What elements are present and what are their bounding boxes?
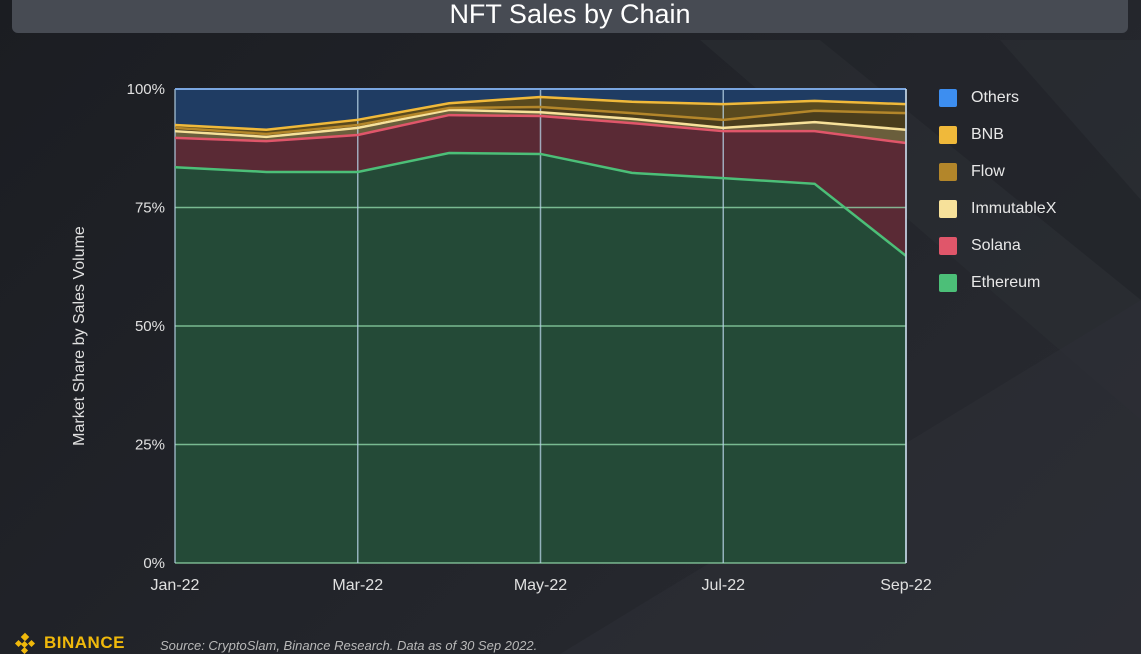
source-note: Source: CryptoSlam, Binance Research. Da… (160, 638, 538, 653)
x-tick-label: Jan-22 (151, 577, 200, 594)
x-tick-label: May-22 (514, 577, 567, 594)
legend-swatch (939, 273, 957, 292)
y-tick-label: 50% (135, 318, 165, 335)
line-ethereum (174, 151, 907, 257)
y-tick-label: 0% (143, 555, 165, 572)
binance-logo-icon (14, 632, 36, 654)
legend-item-flow: Flow (939, 153, 1056, 190)
legend-label: Flow (971, 162, 1005, 180)
line-solana (174, 113, 907, 145)
legend-swatch (939, 199, 957, 218)
line-flow (174, 105, 907, 136)
legend-item-others: Others (939, 79, 1056, 116)
legend-label: Others (971, 88, 1020, 106)
legend-item-immutablex: ImmutableX (939, 190, 1056, 227)
legend-label: Ethereum (971, 273, 1041, 291)
legend-item-ethereum: Ethereum (939, 264, 1056, 301)
x-tick-label: Jul-22 (701, 577, 745, 594)
y-tick-label: 25% (135, 437, 165, 454)
legend-label: BNB (971, 125, 1004, 143)
y-axis-label: Market Share by Sales Volume (71, 226, 88, 446)
x-tick-label: Mar-22 (332, 577, 383, 594)
line-bnb (174, 95, 907, 132)
chart-title: NFT Sales by Chain (449, 0, 691, 29)
title-bar: NFT Sales by Chain (12, 0, 1128, 33)
legend-label: Solana (971, 236, 1021, 254)
binance-research-logo: BINANCE (12, 632, 125, 654)
legend-swatch (939, 236, 957, 255)
legend-item-solana: Solana (939, 227, 1056, 264)
legend-swatch (939, 162, 957, 181)
legend-label: ImmutableX (971, 199, 1057, 217)
logo-text: BINANCE (44, 633, 125, 652)
y-tick-label: 75% (135, 200, 165, 217)
legend-item-bnb: BNB (939, 116, 1056, 153)
legend-swatch (939, 88, 957, 107)
y-tick-label: 100% (127, 81, 165, 98)
legend-swatch (939, 125, 957, 144)
x-tick-label: Sep-22 (880, 577, 932, 594)
line-immutablex (174, 108, 907, 139)
legend: Others BNB Flow ImmutableX Solana Ethereum (939, 79, 1056, 301)
